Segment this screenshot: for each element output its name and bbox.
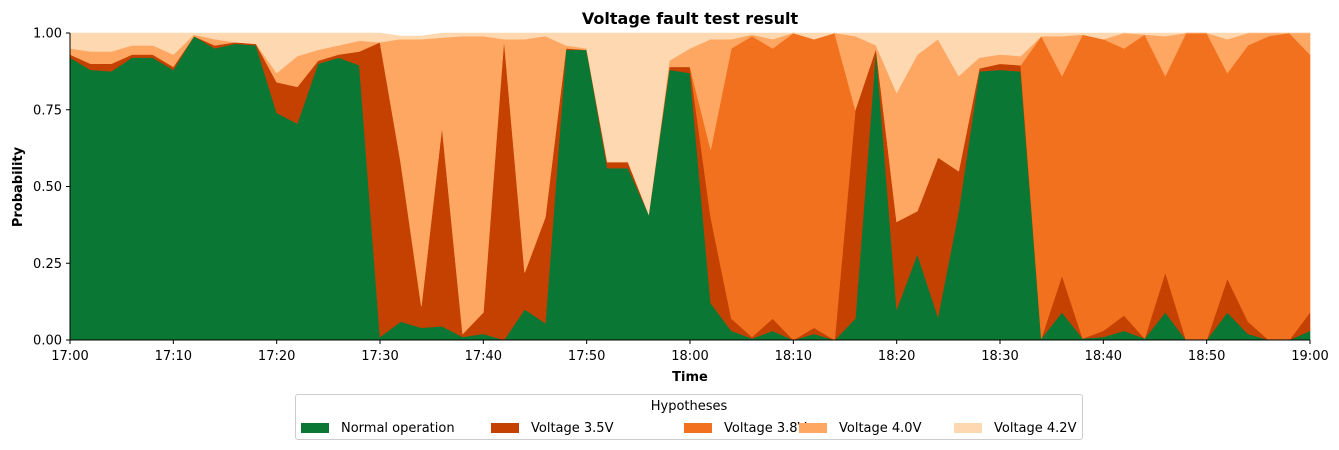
legend-item-0: Normal operation: [301, 419, 455, 437]
legend-label-0: Normal operation: [341, 420, 455, 436]
y-axis-label: Probability: [11, 146, 26, 227]
legend-label-2: Voltage 3.8V: [724, 420, 807, 436]
legend-item-3: Voltage 4.0V: [799, 419, 921, 437]
legend-item-1: Voltage 3.5V: [491, 419, 613, 437]
y-tick-label-2: 0.50: [33, 180, 62, 195]
y-tick-label-3: 0.75: [33, 103, 62, 118]
y-tick-label-1: 0.25: [33, 257, 62, 272]
x-tick-label-10: 18:40: [1085, 349, 1122, 364]
stacked-areas: [69, 32, 1311, 341]
legend-swatch-0: [301, 423, 329, 433]
x-tick-label-3: 17:30: [361, 349, 398, 364]
x-tick-label-7: 18:10: [775, 349, 812, 364]
legend-title: Hypotheses: [650, 399, 728, 414]
x-tick-label-11: 18:50: [1188, 349, 1225, 364]
x-axis-label: Time: [672, 370, 708, 385]
x-tick-label-5: 17:50: [568, 349, 605, 364]
x-tick-label-12: 19:00: [1291, 349, 1328, 364]
legend-label-1: Voltage 3.5V: [531, 420, 614, 436]
legend-label-4: Voltage 4.2V: [994, 420, 1077, 436]
legend-swatch-3: [799, 423, 827, 433]
legend-swatch-1: [491, 423, 519, 433]
y-tick-label-0: 0.00: [33, 334, 62, 349]
y-tick-label-4: 1.00: [33, 27, 62, 42]
x-tick-label-1: 17:10: [155, 349, 192, 364]
chart-title: Voltage fault test result: [582, 9, 799, 28]
legend-swatch-4: [954, 423, 982, 433]
x-tick-label-0: 17:00: [51, 349, 88, 364]
legend-label-3: Voltage 4.0V: [839, 420, 922, 436]
legend-items: Normal operation Voltage 3.5V Voltage 3.8V…: [296, 419, 1082, 437]
x-tick-label-8: 18:20: [878, 349, 915, 364]
x-tick-label-9: 18:30: [981, 349, 1018, 364]
legend: Hypotheses Normal operation Voltage 3.5V V…: [295, 394, 1083, 440]
legend-item-4: Voltage 4.2V: [954, 419, 1076, 437]
axes: 0.00 0.25 0.50 0.75 1.00 17:00 17:10 17:20 17:30…: [33, 27, 1329, 365]
x-tick-label-6: 18:00: [671, 349, 708, 364]
legend-swatch-2: [684, 423, 712, 433]
x-tick-label-4: 17:40: [465, 349, 502, 364]
legend-item-2: Voltage 3.8V: [684, 419, 806, 437]
area-series-4: [69, 32, 1310, 216]
x-tick-label-2: 17:20: [258, 349, 295, 364]
